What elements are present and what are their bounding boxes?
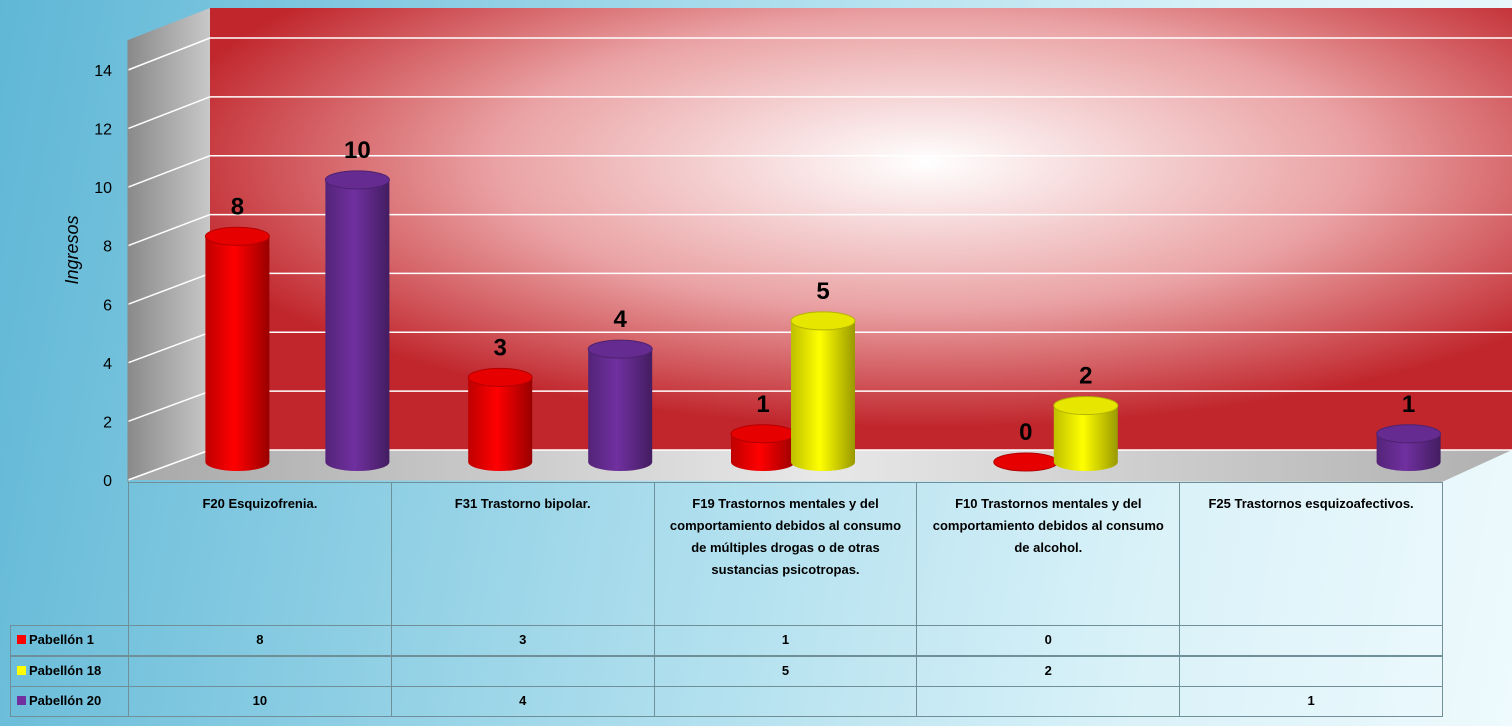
bar-top	[1376, 424, 1442, 444]
y-tick-label: 10	[94, 180, 112, 197]
bar-top	[790, 311, 856, 331]
bar	[468, 377, 533, 471]
grid-line	[127, 213, 211, 247]
value-label: 3	[494, 334, 507, 361]
legend-label: Pabellón 20	[29, 693, 102, 708]
table-cell	[128, 655, 392, 687]
table-cell: 4	[390, 686, 655, 717]
grid-line	[127, 331, 211, 364]
bar	[791, 320, 855, 471]
table-cell	[916, 686, 1181, 717]
bar-top	[1053, 396, 1119, 416]
bar-top	[730, 424, 796, 444]
bar-top	[324, 170, 390, 190]
grid-line	[127, 155, 211, 188]
table-cell: 8	[128, 625, 392, 656]
y-tick-label: 8	[103, 239, 112, 256]
category-label: F20 Esquizofrenia.	[128, 482, 392, 626]
legend-swatch	[17, 665, 26, 675]
grid-line	[127, 272, 211, 305]
table-cell: 1	[653, 625, 918, 656]
value-label: 0	[1019, 419, 1032, 446]
value-label: 1	[1402, 391, 1415, 418]
y-tick-label: 12	[94, 122, 112, 139]
category-label: F19 Trastornos mentales y del comportami…	[653, 482, 918, 626]
bar-top	[587, 339, 653, 359]
side-wall	[128, 8, 210, 480]
table-cell: 2	[916, 655, 1181, 687]
y-tick-label: 2	[103, 414, 112, 431]
bar	[731, 433, 795, 471]
bar-top	[204, 226, 270, 246]
y-tick-label: 6	[103, 297, 112, 314]
legend-entry: Pabellón 20	[10, 686, 129, 717]
bar-top	[467, 367, 533, 387]
bar-top	[993, 452, 1059, 472]
value-label: 2	[1079, 363, 1092, 390]
bar	[205, 236, 270, 471]
legend-entry: Pabellón 18	[10, 655, 129, 687]
value-label: 5	[816, 278, 829, 305]
legend-label: Pabellón 1	[29, 632, 95, 647]
category-label: F25 Trastornos esquizoafectivos.	[1179, 482, 1443, 626]
table-cell: 0	[916, 625, 1181, 656]
table-corner	[10, 482, 129, 626]
value-label: 4	[614, 306, 628, 333]
legend-swatch	[17, 696, 26, 705]
category-label: F31 Trastorno bipolar.	[390, 482, 655, 626]
value-label: 1	[756, 391, 769, 418]
bar	[1053, 405, 1118, 471]
grid-line	[127, 37, 211, 71]
legend-swatch	[17, 635, 26, 644]
category-label: F10 Trastornos mentales y del comportami…	[916, 482, 1181, 626]
table-cell: 5	[653, 655, 918, 687]
bar	[1376, 433, 1441, 471]
value-label: 10	[344, 137, 371, 164]
table-cell: 3	[390, 625, 655, 656]
legend-label: Pabellón 18	[29, 662, 102, 678]
table-cell	[1179, 655, 1443, 687]
legend-entry: Pabellón 1	[10, 625, 129, 656]
y-axis-label: Ingresos	[62, 215, 82, 284]
table-cell: 1	[1179, 686, 1443, 717]
table-cell	[390, 655, 655, 687]
y-tick-label: 14	[94, 63, 112, 80]
back-wall	[210, 8, 1512, 450]
grid-line	[127, 390, 211, 423]
y-tick-label: 4	[103, 356, 112, 373]
y-tick-label: 0	[103, 473, 112, 490]
bar	[325, 179, 390, 471]
table-cell	[1179, 625, 1443, 656]
value-label: 8	[231, 193, 244, 220]
table-cell	[653, 686, 918, 717]
table-cell: 10	[128, 686, 392, 717]
grid-line	[127, 96, 211, 130]
grid-line	[127, 449, 211, 481]
bar	[588, 349, 653, 471]
